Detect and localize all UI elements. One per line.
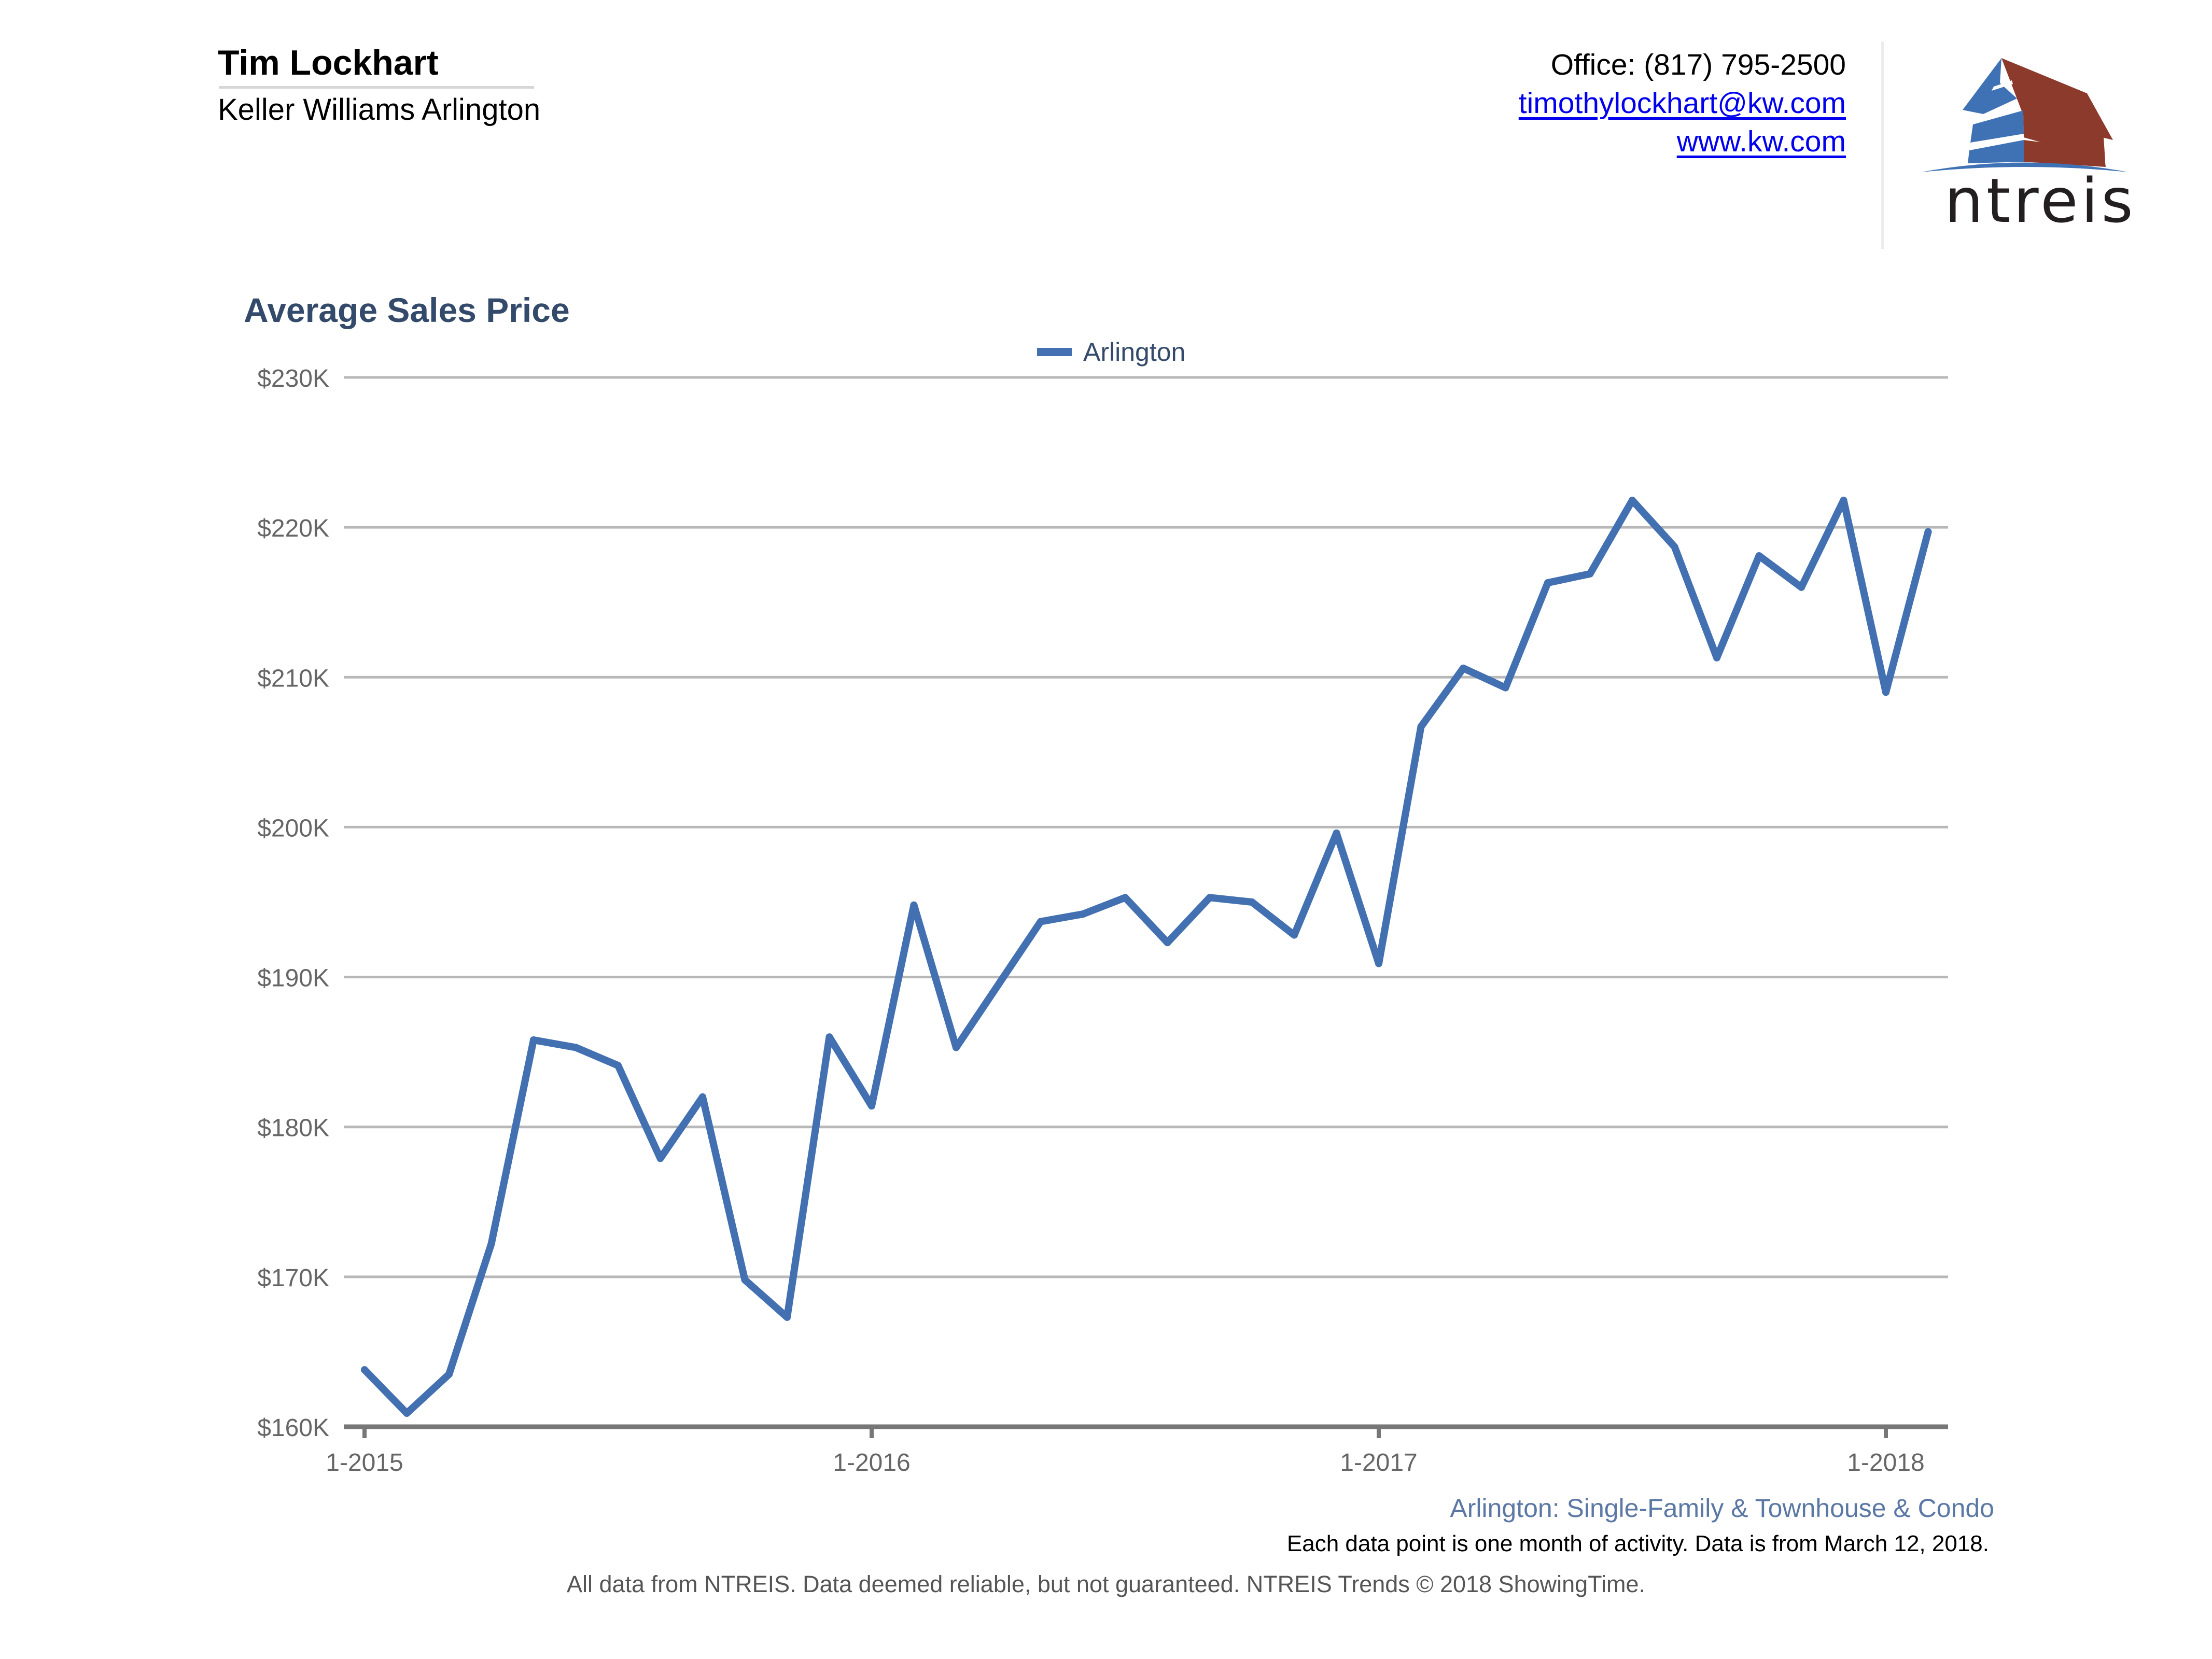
- data-point: [1206, 894, 1213, 902]
- ntreis-logo: ntreis: [1921, 58, 2136, 236]
- data-point: [1882, 688, 1889, 696]
- data-point: [1375, 960, 1382, 967]
- y-tick-label: $160K: [257, 1414, 329, 1442]
- data-point: [699, 1093, 706, 1101]
- data-point: [614, 1062, 622, 1070]
- data-point: [1079, 910, 1087, 918]
- data-point: [1924, 528, 1932, 536]
- data-point: [1840, 497, 1847, 504]
- legend-swatch: [1037, 348, 1072, 356]
- data-point: [1544, 579, 1551, 587]
- data-point: [656, 1155, 664, 1162]
- y-tick-label: $170K: [257, 1264, 329, 1292]
- legend-label: Arlington: [1083, 338, 1186, 367]
- x-tick-label: 1-2015: [326, 1449, 403, 1477]
- data-point: [1164, 939, 1171, 947]
- data-point: [361, 1366, 368, 1374]
- chart-title: Average Sales Price: [244, 291, 570, 329]
- data-point: [1755, 552, 1763, 560]
- agent-separator: [219, 86, 534, 89]
- house-icon: [1921, 58, 2129, 172]
- data-point: [868, 1102, 875, 1110]
- data-point: [572, 1044, 580, 1051]
- agent-name: Tim Lockhart: [218, 43, 439, 82]
- email-link[interactable]: timothylockhart@kw.com: [1518, 87, 1846, 120]
- legend: Arlington: [1037, 337, 1185, 367]
- data-point: [1122, 894, 1129, 902]
- website-link[interactable]: www.kw.com: [1676, 125, 1846, 158]
- chart-subtitle: Arlington: Single-Family & Townhouse & C…: [1450, 1494, 1994, 1523]
- data-point: [530, 1036, 537, 1044]
- data-point: [783, 1313, 791, 1321]
- data-point: [1629, 497, 1636, 504]
- data-point: [953, 1044, 960, 1051]
- data-point: [995, 981, 1002, 989]
- data-point: [487, 1240, 495, 1248]
- y-tick-label: $200K: [257, 814, 329, 842]
- x-tick-label: 1-2018: [1847, 1449, 1924, 1477]
- brokerage-name: Keller Williams Arlington: [218, 93, 541, 126]
- x-tick-label: 1-2016: [833, 1449, 910, 1477]
- data-point: [741, 1276, 749, 1284]
- data-point: [1713, 654, 1720, 662]
- y-tick-label: $220K: [257, 515, 329, 542]
- data-point: [1037, 918, 1044, 925]
- office-phone: Office: (817) 795-2500: [1550, 48, 1846, 81]
- data-point: [910, 901, 918, 909]
- data-point: [403, 1409, 411, 1417]
- y-tick-label: $190K: [257, 965, 329, 992]
- contact-block: Office: (817) 795-2500 timothylockhart@k…: [1519, 46, 1846, 161]
- data-point: [1291, 931, 1298, 939]
- data-point: [1586, 570, 1594, 578]
- y-tick-label: $180K: [257, 1115, 329, 1142]
- data-point: [1798, 583, 1805, 591]
- data-point: [1417, 723, 1425, 730]
- y-tick-label: $210K: [257, 665, 329, 692]
- data-point: [1671, 543, 1678, 551]
- footer-disclaimer: All data from NTREIS. Data deemed reliab…: [566, 1571, 1646, 1597]
- data-point: [1502, 684, 1509, 692]
- header-divider: [1881, 41, 1884, 249]
- data-point: [1333, 829, 1340, 837]
- logo-text: ntreis: [1944, 165, 2136, 236]
- data-point: [1460, 664, 1467, 672]
- x-tick-label: 1-2017: [1340, 1449, 1417, 1477]
- series-line-arlington: [361, 497, 1932, 1417]
- data-point: [825, 1033, 833, 1041]
- data-point: [1248, 898, 1256, 906]
- data-point: [445, 1370, 453, 1378]
- y-tick-label: $230K: [257, 365, 329, 392]
- chart-note: Each data point is one month of activity…: [1286, 1531, 1989, 1556]
